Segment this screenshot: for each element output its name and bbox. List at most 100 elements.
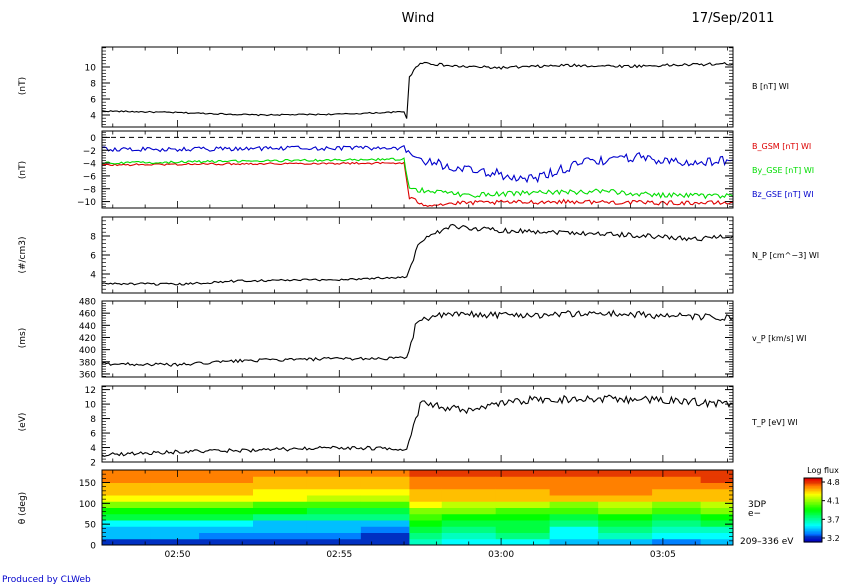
y-axis-label: (nT) (18, 77, 28, 95)
heatmap-cell (598, 513, 653, 521)
heatmap-cell (360, 482, 410, 490)
heatmap-cell (700, 488, 734, 496)
colorbar-frame (803, 477, 823, 543)
panel-1: B [nT] WI 4 6 8 10 (nT) (18, 46, 789, 128)
heatmap-cell (549, 488, 599, 496)
heatmap-cell (409, 538, 443, 546)
panel-frame (101, 385, 734, 463)
heatmap-cell (549, 520, 599, 527)
heatmap-cell (549, 482, 599, 490)
colorbar-segment (804, 489, 822, 492)
heatmap-cell (549, 513, 599, 521)
colorbar-segment (804, 518, 822, 521)
heatmap-cell (441, 513, 497, 521)
heatmap-cell (306, 501, 362, 508)
y-tick-label: 4 (90, 112, 96, 122)
colorbar-segment (804, 508, 822, 511)
colorbar-segment (804, 490, 822, 493)
heatmap-cell (199, 526, 254, 533)
series-label: T_P [eV] WI (751, 418, 798, 427)
heatmap-cell (199, 513, 254, 521)
series-label: B [nT] WI (752, 82, 789, 91)
y-tick-label: 8 (90, 80, 96, 90)
colorbar-segment (804, 494, 822, 497)
heatmap-cell (549, 476, 599, 483)
heatmap-cell (360, 520, 410, 527)
colorbar-segment (804, 514, 822, 517)
heatmap-cell (150, 507, 200, 515)
heatmap-cell (441, 476, 497, 483)
heatmap-cell (700, 526, 734, 533)
heatmap-cell (409, 526, 443, 533)
colorbar-segment (804, 495, 822, 498)
date-label: 17/Sep/2011 (692, 11, 775, 26)
heatmap-cell (549, 538, 599, 546)
y-tick-label: 8 (90, 233, 96, 243)
y-tick-label: −4 (83, 160, 97, 170)
y-axis-label: (eV) (18, 413, 28, 432)
colorbar-segment (804, 532, 822, 535)
series-label: N_P [cm^−3] WI (752, 251, 819, 260)
heatmap-cell (306, 482, 362, 490)
colorbar-segment (804, 511, 822, 514)
heatmap-cell (306, 470, 362, 477)
heatmap-cell (253, 520, 308, 527)
heatmap-cell (102, 495, 152, 502)
heatmap-cell (652, 526, 702, 533)
y-tick-label: 6 (90, 96, 96, 106)
heatmap-cell (253, 507, 308, 515)
heatmap-cell (652, 507, 702, 515)
y-tick-label: 0 (90, 134, 96, 144)
y-tick-label: 360 (79, 370, 96, 380)
y-tick-label: 50 (85, 521, 97, 531)
heatmap-cell (360, 507, 410, 515)
heatmap-cell (495, 482, 551, 490)
heatmap-cell (102, 507, 152, 515)
y-tick-label: 2 (90, 459, 96, 469)
heatmap-cell (306, 526, 362, 533)
series-label: Bz_GSE [nT] WI (752, 190, 814, 199)
heatmap-cell (495, 532, 551, 540)
heatmap-cell (102, 476, 152, 483)
y-tick-label: −8 (83, 185, 97, 195)
heatmap-cell (306, 532, 362, 540)
colorbar-segment (804, 503, 822, 506)
time-tick-label: 02:50 (165, 550, 191, 560)
heatmap-cell (700, 532, 734, 540)
colorbar-segment (804, 521, 822, 524)
colorbar-segment (804, 516, 822, 519)
series-label: By_GSE [nT] WI (752, 166, 814, 175)
heatmap-cell (150, 470, 200, 477)
heatmap-cell (652, 532, 702, 540)
heatmap-cell (409, 470, 443, 477)
heatmap-cell (253, 470, 308, 477)
colorbar: Log flux 4.8 4.1 3.7 3.2 (803, 466, 840, 543)
colorbar-segment (804, 522, 822, 525)
heatmap-cell (360, 501, 410, 508)
heatmap-cell (253, 513, 308, 521)
heatmap-cell (549, 526, 599, 533)
y-tick-label: 0 (90, 542, 96, 552)
heatmap-cell (549, 532, 599, 540)
y-tick-label: 480 (79, 298, 96, 308)
colorbar-segment (804, 505, 822, 508)
heatmap-cell (700, 495, 734, 502)
heatmap-cell (253, 526, 308, 533)
colorbar-tick-label: 4.8 (827, 478, 840, 487)
series-line (101, 61, 734, 119)
heatmap-cell (652, 501, 702, 508)
y-tick-label: 12 (85, 386, 96, 396)
heatmap-cell (306, 495, 362, 502)
heatmap-cell (253, 501, 308, 508)
heatmap-cell (102, 488, 152, 496)
series-label: v_P [km/s] WI (752, 334, 806, 343)
panel-frame (101, 216, 734, 294)
heatmap-cell (495, 495, 551, 502)
heatmap-cell (253, 476, 308, 483)
heatmap-cell (495, 538, 551, 546)
colorbar-segment (804, 486, 822, 489)
colorbar-tick-label: 3.7 (827, 515, 840, 524)
heatmap-cell (549, 507, 599, 515)
heatmap-right-label: 3DP (748, 500, 767, 510)
heatmap-cell (549, 495, 599, 502)
